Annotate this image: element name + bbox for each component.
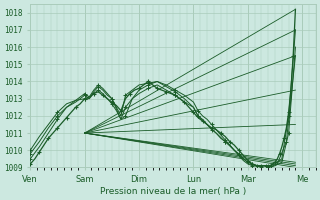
X-axis label: Pression niveau de la mer( hPa ): Pression niveau de la mer( hPa ) <box>100 187 246 196</box>
